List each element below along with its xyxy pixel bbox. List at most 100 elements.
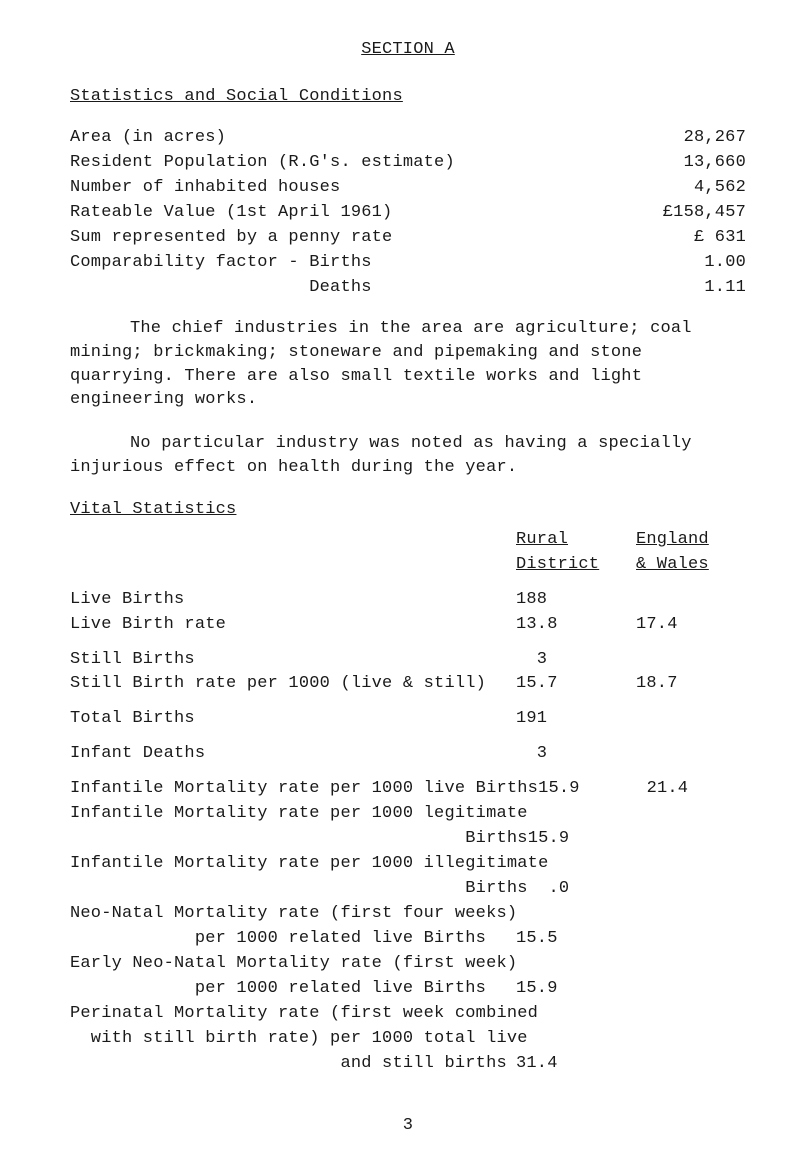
vital-c2: 17.4 [636, 614, 746, 637]
stat-row: Number of inhabited houses 4,562 [70, 178, 746, 197]
stat-label: Area (in acres) [70, 128, 566, 147]
stat-value: 13,660 [566, 153, 746, 172]
vital-row: Infantile Mortality rate per 1000 legiti… [70, 803, 746, 826]
vital-c2 [642, 828, 746, 851]
vital-c2 [636, 589, 746, 612]
vital-label: Infantile Mortality rate per 1000 legiti… [70, 803, 528, 826]
vital-label: Neo-Natal Mortality rate (first four wee… [70, 903, 517, 926]
vital-row: Live Births 188 [70, 589, 746, 612]
vital-row: Infantile Mortality rate per 1000 live B… [70, 778, 746, 801]
paragraph-1: The chief industries in the area are agr… [70, 317, 746, 412]
vital-row: Infantile Mortality rate per 1000 illegi… [70, 853, 746, 876]
stat-value: £158,457 [566, 203, 746, 222]
vital-row: Live Birth rate 13.8 17.4 [70, 614, 746, 637]
vital-row: Infant Deaths 3 [70, 743, 746, 766]
vitals-block-3: Total Births 191 [70, 708, 746, 731]
blank [70, 529, 516, 552]
stats-block-1: Area (in acres) 28,267 Resident Populati… [70, 128, 746, 297]
vital-label: Live Birth rate [70, 614, 516, 637]
blank [70, 554, 516, 577]
vital-c2 [636, 743, 746, 766]
stat-label: Comparability factor - Births [70, 253, 566, 272]
vital-row: Total Births 191 [70, 708, 746, 731]
vital-c1: 13.8 [516, 614, 636, 637]
vital-label: Early Neo-Natal Mortality rate (first we… [70, 953, 517, 976]
vital-c1 [538, 1003, 646, 1026]
vital-label: and still births [70, 1053, 516, 1076]
vitals-block-1: Live Births 188 Live Birth rate 13.8 17.… [70, 589, 746, 637]
vital-c1: 15.5 [516, 928, 636, 951]
paragraph-2: No particular industry was noted as havi… [70, 432, 746, 480]
vital-c1: 15.9 [528, 828, 642, 851]
col-header-district: District [516, 554, 636, 577]
vital-label: with still birth rate) per 1000 total li… [70, 1028, 528, 1051]
stat-row: Deaths 1.11 [70, 278, 746, 297]
vital-c2 [637, 903, 746, 926]
section-title: SECTION A [70, 40, 746, 59]
vital-c1 [517, 953, 636, 976]
vitals-block-5: Infantile Mortality rate per 1000 live B… [70, 778, 746, 1075]
vital-label: Live Births [70, 589, 516, 612]
stat-value: 28,267 [566, 128, 746, 147]
vital-c2 [647, 1003, 746, 1026]
vital-c1: 15.9 [516, 978, 636, 1001]
vital-c2 [637, 953, 746, 976]
vital-row: Perinatal Mortality rate (first week com… [70, 1003, 746, 1026]
vital-label: per 1000 related live Births [70, 928, 516, 951]
vital-c1 [528, 1028, 642, 1051]
vital-row: with still birth rate) per 1000 total li… [70, 1028, 746, 1051]
vital-row: Still Birth rate per 1000 (live & still)… [70, 673, 746, 696]
vital-c2 [636, 708, 746, 731]
stat-row: Comparability factor - Births 1.00 [70, 253, 746, 272]
vital-row: per 1000 related live Births 15.9 [70, 978, 746, 1001]
vital-c1: 15.7 [516, 673, 636, 696]
vital-c1: 191 [516, 708, 636, 731]
vital-c1: 15.9 [538, 778, 646, 801]
vital-c1: .0 [528, 878, 642, 901]
vital-row: Early Neo-Natal Mortality rate (first we… [70, 953, 746, 976]
stat-label: Number of inhabited houses [70, 178, 566, 197]
col-header-england: England [636, 529, 746, 552]
stat-value: £ 631 [566, 228, 746, 247]
stat-label: Rateable Value (1st April 1961) [70, 203, 566, 222]
vital-c1: 31.4 [516, 1053, 636, 1076]
col-header-rural: Rural [516, 529, 636, 552]
vital-c1 [517, 903, 636, 926]
stat-row: Sum represented by a penny rate £ 631 [70, 228, 746, 247]
vital-label: Infantile Mortality rate per 1000 live B… [70, 778, 538, 801]
vital-label: Perinatal Mortality rate (first week com… [70, 1003, 538, 1026]
vitals-block-4: Infant Deaths 3 [70, 743, 746, 766]
vital-c2 [636, 928, 746, 951]
vital-row: Births 15.9 [70, 828, 746, 851]
stat-label: Resident Population (R.G's. estimate) [70, 153, 566, 172]
page: SECTION A Statistics and Social Conditio… [0, 0, 801, 1175]
vital-statistics-heading: Vital Statistics [70, 500, 746, 519]
vital-c1: 3 [516, 743, 636, 766]
stat-row: Rateable Value (1st April 1961) £158,457 [70, 203, 746, 222]
vital-c2 [642, 878, 746, 901]
col-header-wales: & Wales [636, 554, 746, 577]
vital-label: Infant Deaths [70, 743, 516, 766]
vital-c1: 3 [516, 649, 636, 672]
stat-value: 1.11 [566, 278, 746, 297]
stats-heading: Statistics and Social Conditions [70, 87, 746, 106]
stat-label: Deaths [70, 278, 566, 297]
vital-label: Births [70, 878, 528, 901]
vital-c1 [548, 853, 651, 876]
vital-row: per 1000 related live Births 15.5 [70, 928, 746, 951]
column-headers-l1: Rural England [70, 529, 746, 552]
page-number: 3 [70, 1116, 746, 1135]
vital-label: Still Birth rate per 1000 (live & still) [70, 673, 516, 696]
vital-c1 [528, 803, 642, 826]
vital-c1: 188 [516, 589, 636, 612]
vital-c2 [642, 803, 746, 826]
vital-c2: 18.7 [636, 673, 746, 696]
stat-value: 1.00 [566, 253, 746, 272]
stat-row: Area (in acres) 28,267 [70, 128, 746, 147]
vital-c2: 21.4 [647, 778, 746, 801]
stat-label: Sum represented by a penny rate [70, 228, 566, 247]
stat-row: Resident Population (R.G's. estimate) 13… [70, 153, 746, 172]
vitals-block-2: Still Births 3 Still Birth rate per 1000… [70, 649, 746, 697]
vital-label: Total Births [70, 708, 516, 731]
vital-c2 [652, 853, 746, 876]
